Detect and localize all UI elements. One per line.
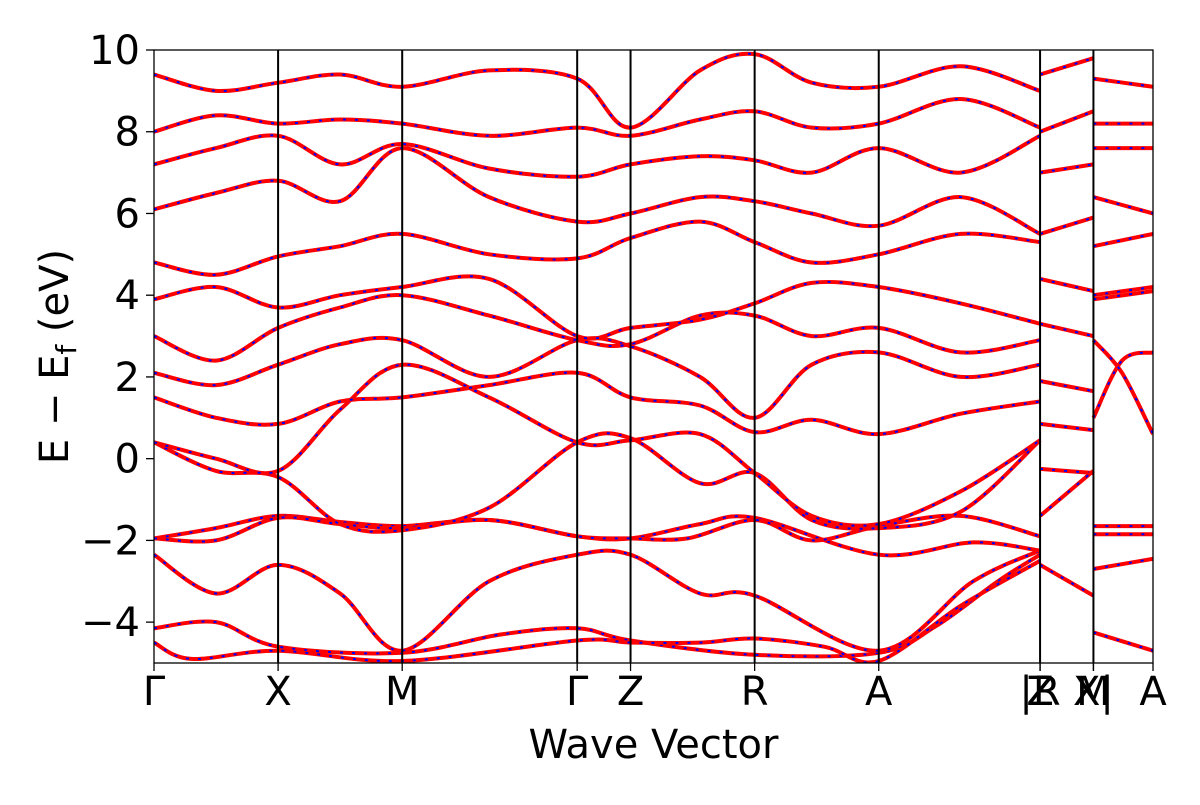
band-line-6	[154, 362, 1042, 528]
y-tick-label: 8	[115, 110, 140, 156]
band-overlay-19	[1039, 422, 1094, 432]
band-line-36	[1092, 195, 1153, 216]
y-tick-label: −2	[81, 518, 140, 564]
y-axis-label: E − Ef (eV)	[32, 249, 83, 464]
band-overlay-20	[1039, 380, 1094, 393]
x-tick-label: R	[741, 669, 769, 715]
x-tick-label: |R	[1019, 669, 1060, 715]
band-overlay-13	[154, 134, 1041, 178]
x-tick-label: X	[264, 669, 291, 715]
y-tick-label: 4	[115, 273, 140, 319]
y-axis-label-subscript: f	[50, 344, 83, 355]
y-axis-label-unit: (eV)	[32, 249, 78, 345]
band-line-4	[154, 513, 1041, 544]
y-tick-label: 10	[89, 28, 140, 74]
band-line-34	[1093, 285, 1153, 298]
y-tick-label: 2	[115, 355, 140, 401]
band-line-26	[1039, 56, 1094, 77]
kpoint-boundaries	[277, 50, 1095, 663]
band-overlay-0	[154, 553, 1041, 658]
band-line-11	[154, 219, 1041, 277]
y-tick-label: −4	[81, 600, 140, 646]
band-line-22	[1039, 276, 1094, 294]
band-overlay-15	[154, 52, 1041, 129]
x-tick-label: Γ	[143, 669, 166, 715]
band-line-20	[1039, 379, 1094, 394]
band-line-31	[1091, 350, 1153, 419]
y-tick-label: 0	[115, 437, 140, 483]
band-line-25	[1039, 109, 1095, 134]
band-overlay-32	[1092, 339, 1153, 435]
x-tick-label: X|	[1073, 669, 1114, 715]
band-line-15	[154, 51, 1041, 130]
band-overlay-24	[1039, 163, 1094, 174]
band-overlay-31	[1092, 351, 1153, 419]
band-line-29	[1093, 556, 1153, 571]
y-axis-label-main: E − E	[32, 355, 78, 465]
bands-layer	[154, 51, 1153, 663]
x-tick-label: M	[385, 669, 420, 715]
x-axis-label: Wave Vector	[529, 722, 780, 768]
band-overlay-11	[154, 220, 1041, 276]
band-line-30	[1092, 630, 1153, 653]
band-line-10	[154, 274, 1041, 341]
band-overlay-1	[154, 559, 1041, 663]
band-line-18	[1039, 563, 1095, 598]
x-tick-label: Γ	[566, 669, 589, 715]
y-axis-ticks: −4 −2 0 2 4 6 8 10	[81, 28, 154, 646]
plot-frame	[153, 49, 1154, 664]
band-line-39	[1093, 76, 1153, 89]
x-axis-ticks: Γ X M Γ Z R A Z|R X|M A	[143, 663, 1167, 715]
band-line-9	[154, 293, 1041, 363]
band-line-17	[1038, 469, 1095, 518]
band-line-33	[1093, 289, 1153, 302]
x-tick-label: A	[865, 669, 893, 715]
band-overlay-5	[154, 432, 1041, 533]
x-tick-label: Z	[617, 669, 644, 715]
band-line-35	[1092, 231, 1153, 249]
band-overlay-7	[154, 371, 1041, 436]
x-tick-label: A	[1139, 669, 1167, 715]
band-line-2	[154, 548, 1041, 653]
band-line-12	[154, 146, 1041, 236]
band-line-23	[1039, 215, 1094, 236]
x-tick-label: Z	[1026, 669, 1053, 715]
y-tick-label: 6	[115, 191, 140, 237]
band-line-21	[1039, 321, 1094, 339]
band-line-7	[154, 370, 1041, 437]
band-overlay-9	[154, 294, 1041, 362]
x-tick-label: M	[1076, 669, 1111, 715]
band-line-14	[154, 96, 1041, 138]
